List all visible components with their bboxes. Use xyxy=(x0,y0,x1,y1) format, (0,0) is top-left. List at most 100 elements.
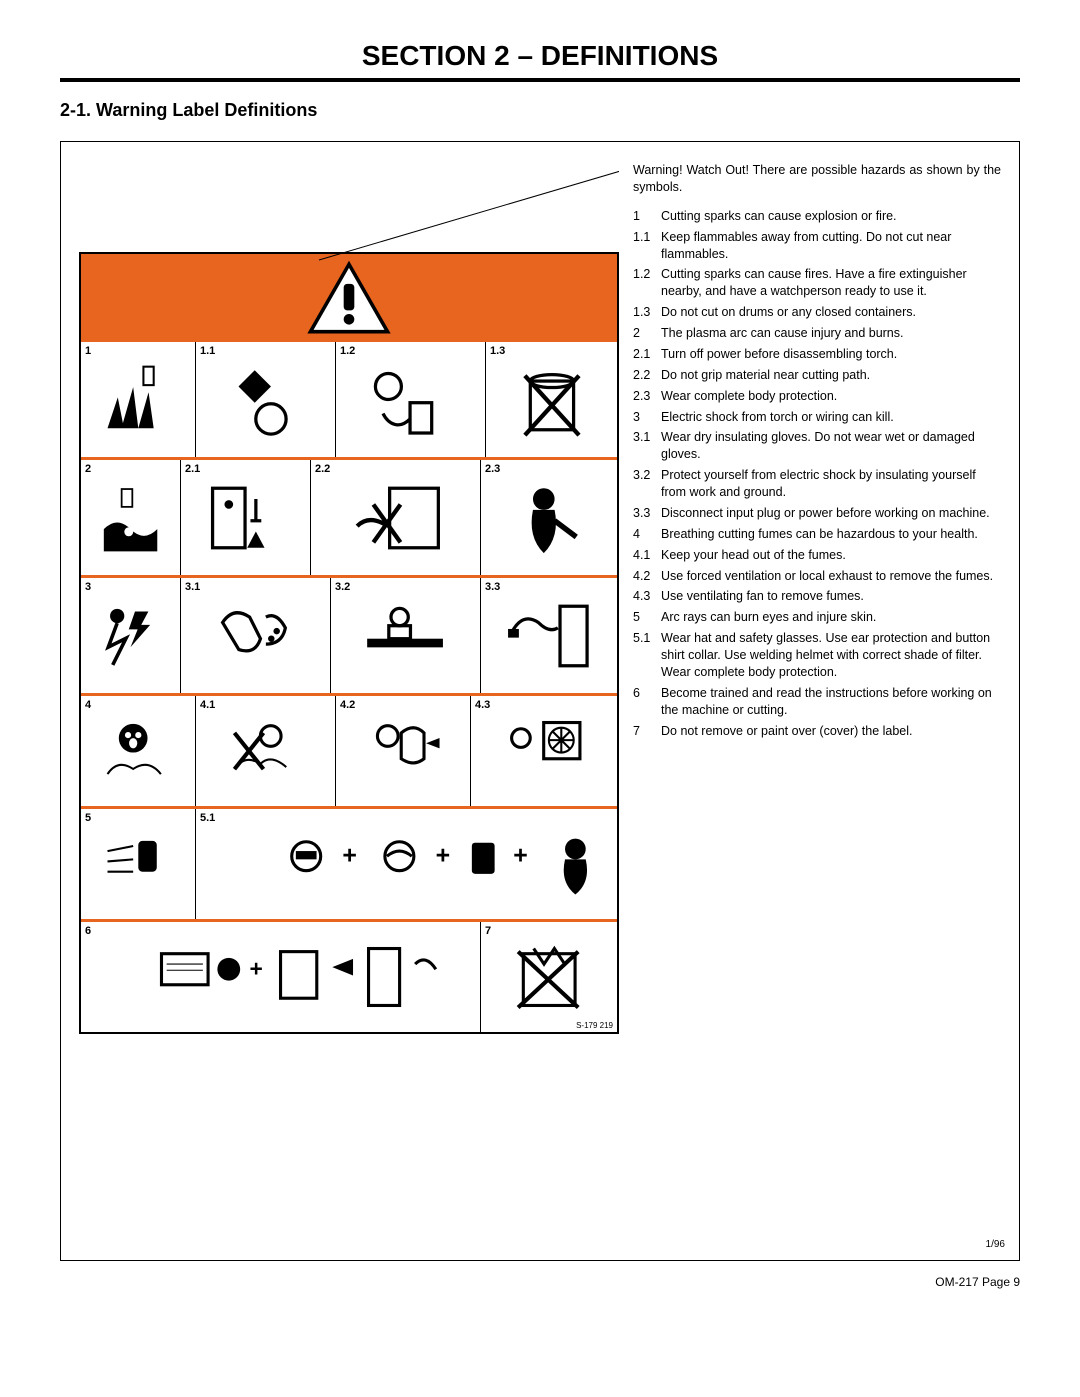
definition-text: Cutting sparks can cause explosion or fi… xyxy=(661,206,1001,227)
definition-text: Protect yourself from electric shock by … xyxy=(661,465,1001,503)
definition-row: 5Arc rays can burn eyes and injure skin. xyxy=(633,607,1001,628)
pictogram-icon xyxy=(343,707,464,795)
cell-number: 6 xyxy=(85,925,91,937)
cell-number: 7 xyxy=(485,925,491,937)
pictogram-icon xyxy=(203,354,328,446)
pictogram-icon: + xyxy=(101,933,460,1021)
definition-row: 3.3Disconnect input plug or power before… xyxy=(633,503,1001,524)
page-date: 1/96 xyxy=(986,1239,1005,1250)
pictogram-cell-3: 3 xyxy=(81,578,181,693)
pictogram-icon xyxy=(87,820,190,908)
pictogram-cell-4-2: 4.2 xyxy=(336,696,471,806)
cell-number: 1.3 xyxy=(490,345,505,357)
definition-number: 5.1 xyxy=(633,628,661,683)
page-footer: OM-217 Page 9 xyxy=(60,1275,1020,1289)
intro-text: Warning! Watch Out! There are possible h… xyxy=(633,162,1001,196)
definition-number: 4.1 xyxy=(633,545,661,566)
svg-text:+: + xyxy=(436,842,450,869)
pictogram-cell-3-2: 3.2 xyxy=(331,578,481,693)
pictogram-cell-1-3: 1.3 xyxy=(486,342,617,457)
definitions-column: Warning! Watch Out! There are possible h… xyxy=(633,162,1001,741)
definition-number: 3.2 xyxy=(633,465,661,503)
definition-row: 2.3Wear complete body protection. xyxy=(633,386,1001,407)
pictogram-icon xyxy=(493,354,611,446)
pictogram-icon xyxy=(187,472,303,564)
definition-row: 4.1Keep your head out of the fumes. xyxy=(633,545,1001,566)
subsection-title: 2-1. Warning Label Definitions xyxy=(60,100,1020,121)
definition-number: 6 xyxy=(633,683,661,721)
definition-text: Wear complete body protection. xyxy=(661,386,1001,407)
pictogram-cell-2-1: 2.1 xyxy=(181,460,311,575)
definition-number: 2 xyxy=(633,323,661,344)
cell-number: 5.1 xyxy=(200,812,215,824)
cell-number: 4.3 xyxy=(475,699,490,711)
pictogram-icon: + + + xyxy=(217,820,596,908)
pictogram-icon xyxy=(319,472,471,564)
grid-row: 44.14.24.3 xyxy=(81,696,617,809)
cell-number: 2.1 xyxy=(185,463,200,475)
definition-row: 3.1Wear dry insulating gloves. Do not we… xyxy=(633,427,1001,465)
content-frame: 11.11.21.322.12.22.333.13.23.344.14.24.3… xyxy=(60,141,1020,1261)
cell-number: 1 xyxy=(85,345,91,357)
pictogram-icon xyxy=(488,933,610,1021)
section-title: SECTION 2 – DEFINITIONS xyxy=(60,40,1020,82)
cell-number: 3.3 xyxy=(485,581,500,593)
pictogram-icon xyxy=(338,590,472,682)
svg-text:+: + xyxy=(513,842,528,869)
definition-number: 1.1 xyxy=(633,227,661,265)
pictogram-icon xyxy=(86,590,175,682)
definition-number: 2.1 xyxy=(633,344,661,365)
definition-number: 5 xyxy=(633,607,661,628)
pictogram-grid: 11.11.21.322.12.22.333.13.23.344.14.24.3… xyxy=(79,342,619,1034)
definition-row: 2.1Turn off power before disassembling t… xyxy=(633,344,1001,365)
label-ref: S-179 219 xyxy=(576,1021,613,1030)
warning-triangle-icon xyxy=(304,259,394,337)
cell-number: 4.1 xyxy=(200,699,215,711)
svg-text:+: + xyxy=(342,842,357,869)
definition-text: Wear hat and safety glasses. Use ear pro… xyxy=(661,628,1001,683)
definition-row: 4Breathing cutting fumes can be hazardou… xyxy=(633,524,1001,545)
pictogram-icon xyxy=(478,707,609,795)
definition-text: Do not remove or paint over (cover) the … xyxy=(661,721,1001,742)
definition-row: 1Cutting sparks can cause explosion or f… xyxy=(633,206,1001,227)
pictogram-icon xyxy=(343,354,477,446)
definition-text: Become trained and read the instructions… xyxy=(661,683,1001,721)
definition-number: 3 xyxy=(633,407,661,428)
cell-number: 2 xyxy=(85,463,91,475)
cell-number: 2.2 xyxy=(315,463,330,475)
definition-row: 2.2Do not grip material near cutting pat… xyxy=(633,365,1001,386)
definition-row: 2The plasma arc can cause injury and bur… xyxy=(633,323,1001,344)
pictogram-cell-4-3: 4.3 xyxy=(471,696,617,806)
definition-number: 4.2 xyxy=(633,566,661,587)
pictogram-icon xyxy=(87,707,190,795)
cell-number: 3.1 xyxy=(185,581,200,593)
pictogram-cell-2-3: 2.3 xyxy=(481,460,617,575)
definition-number: 7 xyxy=(633,721,661,742)
definition-row: 3.2Protect yourself from electric shock … xyxy=(633,465,1001,503)
definition-text: Do not grip material near cutting path. xyxy=(661,365,1001,386)
pictogram-icon xyxy=(87,354,190,446)
definition-text: Use forced ventilation or local exhaust … xyxy=(661,566,1001,587)
definition-row: 6Become trained and read the instruction… xyxy=(633,683,1001,721)
definition-row: 1.2Cutting sparks can cause fires. Have … xyxy=(633,264,1001,302)
pictogram-cell-7: 7 S-179 219 xyxy=(481,922,617,1032)
definition-text: Electric shock from torch or wiring can … xyxy=(661,407,1001,428)
definition-text: Arc rays can burn eyes and injure skin. xyxy=(661,607,1001,628)
definition-row: 4.3Use ventilating fan to remove fumes. xyxy=(633,586,1001,607)
grid-row: 5 5.1 + + + xyxy=(81,809,617,922)
definition-number: 1.2 xyxy=(633,264,661,302)
definition-text: Wear dry insulating gloves. Do not wear … xyxy=(661,427,1001,465)
definition-number: 3.1 xyxy=(633,427,661,465)
grid-row: 11.11.21.3 xyxy=(81,342,617,460)
definition-text: Keep your head out of the fumes. xyxy=(661,545,1001,566)
pictogram-icon xyxy=(488,472,610,564)
definition-number: 4 xyxy=(633,524,661,545)
definition-number: 1 xyxy=(633,206,661,227)
cell-number: 3 xyxy=(85,581,91,593)
pictogram-cell-5: 5 xyxy=(81,809,196,919)
pictogram-cell-1: 1 xyxy=(81,342,196,457)
definition-text: The plasma arc can cause injury and burn… xyxy=(661,323,1001,344)
cell-number: 1.2 xyxy=(340,345,355,357)
definition-text: Keep flammables away from cutting. Do no… xyxy=(661,227,1001,265)
definition-text: Use ventilating fan to remove fumes. xyxy=(661,586,1001,607)
